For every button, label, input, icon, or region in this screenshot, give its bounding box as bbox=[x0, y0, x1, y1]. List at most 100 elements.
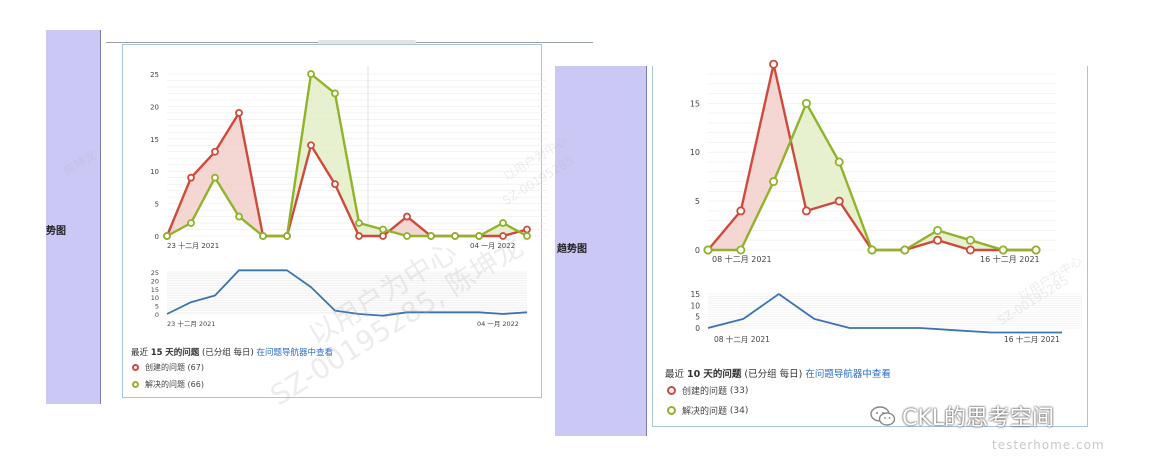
y-tick-label: 5 bbox=[155, 201, 159, 209]
y-tick-label: 15 bbox=[690, 99, 700, 108]
series-line-created bbox=[166, 269, 528, 317]
created-data-point bbox=[933, 235, 943, 245]
y-tick-label: 0 bbox=[695, 324, 700, 333]
legend-item-created: 创建的问题 (33) bbox=[667, 384, 748, 397]
resolved-data-point bbox=[998, 245, 1008, 255]
difference-area bbox=[937, 230, 971, 250]
resolved-data-point bbox=[211, 173, 219, 182]
difference-area bbox=[311, 74, 335, 185]
resolved-data-point bbox=[163, 232, 171, 240]
legend-title-left: 最近 15 天的问题 (已分组 每日) 在问题导航器中查看 bbox=[131, 346, 333, 358]
resolved-data-point bbox=[379, 225, 387, 234]
resolved-data-point bbox=[703, 245, 713, 255]
resolved-data-point bbox=[355, 219, 363, 227]
resolved-data-point bbox=[235, 212, 243, 221]
y-tick-label: 20 bbox=[150, 103, 159, 111]
legend-days: 15 bbox=[150, 348, 163, 358]
y-tick-label: 10 bbox=[150, 168, 159, 176]
created-data-point bbox=[355, 232, 363, 240]
resolved-data-point bbox=[499, 219, 507, 227]
y-tick-label: 20 bbox=[151, 277, 159, 285]
y-tick-label: 0 bbox=[695, 246, 700, 255]
created-vs-resolved-chart-right: 0 5 10 15 08 十二月 2021 16 十二月 2021 bbox=[690, 59, 1056, 264]
y-tick-label: 10 bbox=[690, 148, 700, 157]
legend-title-note: (已分组 每日) bbox=[744, 369, 803, 380]
created-data-point bbox=[834, 196, 844, 206]
resolved-data-point bbox=[965, 235, 975, 245]
legend-resolved-label: 解决的问题 bbox=[682, 407, 728, 417]
legend-created-count: (33) bbox=[729, 385, 749, 396]
created-legend-marker bbox=[132, 364, 139, 371]
difference-area bbox=[806, 103, 840, 211]
sidebar-left-border bbox=[100, 30, 101, 404]
legend-resolved-count: (66) bbox=[187, 380, 204, 389]
y-tick-label: 10 bbox=[690, 301, 700, 310]
resolved-data-point bbox=[736, 245, 746, 255]
created-data-point bbox=[403, 212, 411, 221]
legend-resolved-count: (34) bbox=[729, 405, 749, 416]
y-tick-label: 15 bbox=[150, 136, 159, 144]
legend-title-mid: 天的问题 bbox=[165, 348, 200, 358]
y-tick-label: 5 bbox=[155, 303, 159, 311]
created-data-point bbox=[211, 147, 219, 156]
trend-chart-right: 0 5 10 15 08 十二月 2021 16 十二月 2021 bbox=[690, 290, 1082, 344]
created-data-point bbox=[769, 59, 779, 69]
difference-area bbox=[790, 103, 807, 211]
y-tick-label: 25 bbox=[151, 269, 159, 277]
x-tick-label: 23 十二月 2021 bbox=[167, 319, 215, 328]
y-tick-label: 5 bbox=[695, 197, 700, 206]
resolved-data-point bbox=[451, 232, 459, 240]
difference-area bbox=[773, 64, 791, 182]
difference-area bbox=[740, 64, 774, 250]
y-tick-label: 0 bbox=[155, 233, 159, 241]
created-data-point bbox=[499, 232, 507, 240]
legend-created-label: 创建的问题 bbox=[145, 363, 185, 372]
resolved-legend-marker bbox=[667, 406, 676, 415]
created-data-point bbox=[965, 245, 975, 255]
resolved-data-point bbox=[331, 89, 339, 98]
brand-subtitle: testerhome.com bbox=[992, 438, 1105, 452]
y-tick-label: 10 bbox=[151, 294, 159, 302]
created-data-point bbox=[379, 232, 387, 240]
legend-resolved-label: 解决的问题 bbox=[145, 380, 185, 389]
resolved-data-point bbox=[834, 157, 844, 167]
legend-title-prefix: 最近 bbox=[665, 369, 685, 380]
x-tick-label: 16 十二月 2021 bbox=[1004, 334, 1060, 344]
created-vs-resolved-chart-left: 0 5 10 15 20 25 23 十二月 2021 04 一月 2022 bbox=[150, 66, 547, 250]
sidebar-right-border bbox=[646, 66, 647, 436]
resolved-legend-marker bbox=[132, 381, 139, 388]
difference-area bbox=[839, 162, 872, 250]
resolved-data-point bbox=[1031, 245, 1041, 255]
x-tick-label: 08 十二月 2021 bbox=[712, 254, 772, 264]
legend-item-resolved: 解决的问题 (66) bbox=[132, 379, 204, 390]
legend-item-resolved: 解决的问题 (34) bbox=[667, 404, 748, 417]
y-tick-label: 15 bbox=[151, 286, 159, 294]
view-in-navigator-link[interactable]: 在问题导航器中查看 bbox=[805, 369, 891, 380]
legend-item-created: 创建的问题 (67) bbox=[132, 362, 204, 373]
resolved-data-point bbox=[187, 219, 195, 227]
resolved-data-point bbox=[475, 232, 483, 240]
resolved-data-point bbox=[427, 232, 435, 240]
difference-area bbox=[215, 112, 239, 217]
series-line-created bbox=[707, 293, 1062, 334]
difference-area bbox=[191, 151, 215, 223]
x-tick-label: 04 一月 2022 bbox=[470, 242, 515, 250]
brand-watermark: CKL的思考空间 bbox=[870, 400, 1054, 432]
created-data-point bbox=[736, 206, 746, 216]
sidebar-right bbox=[555, 66, 647, 436]
resolved-data-point bbox=[283, 232, 291, 240]
resolved-data-point bbox=[307, 70, 315, 78]
legend-title-prefix: 最近 bbox=[131, 348, 149, 358]
view-in-navigator-link[interactable]: 在问题导航器中查看 bbox=[256, 348, 334, 358]
resolved-data-point bbox=[933, 225, 943, 235]
legend-created-count: (67) bbox=[187, 363, 204, 372]
resolved-data-point bbox=[523, 232, 531, 240]
sidebar-left-label: 势图 bbox=[46, 226, 66, 237]
y-tick-label: 5 bbox=[695, 313, 700, 322]
legend-title-note: (已分组 每日) bbox=[201, 348, 254, 358]
wechat-icon bbox=[870, 406, 896, 426]
created-legend-marker bbox=[667, 386, 676, 395]
legend-created-label: 创建的问题 bbox=[682, 387, 728, 397]
x-tick-label: 16 十二月 2021 bbox=[980, 254, 1040, 264]
created-data-point bbox=[307, 141, 315, 150]
